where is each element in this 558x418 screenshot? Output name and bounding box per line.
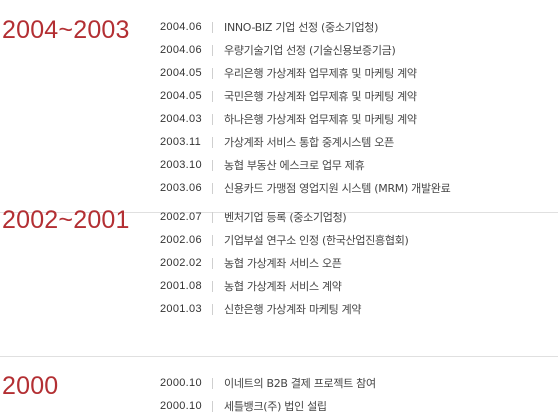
separator [212, 45, 213, 56]
separator [212, 91, 213, 102]
history-text: 우량기술기업 선정 (기술신용보증기금) [224, 44, 396, 57]
section-divider [0, 212, 558, 213]
history-text: 신한은행 가상계좌 마케팅 계약 [224, 303, 362, 316]
history-list: 2004.06 INNO-BIZ 기업 선정 (중소기업청) 2004.06 우… [160, 16, 451, 200]
history-date: 2001.03 [160, 303, 202, 315]
history-text: 가상계좌 서비스 통합 중계시스템 오픈 [224, 136, 394, 149]
history-item: 2000.10 이네트의 B2B 결제 프로젝트 참여 [160, 372, 376, 395]
history-item: 2004.05 우리은행 가상계좌 업무제휴 및 마케팅 계약 [160, 62, 450, 85]
history-date: 2002.02 [160, 257, 202, 269]
separator [212, 258, 213, 269]
history-date: 2003.06 [160, 182, 202, 194]
history-date: 2003.11 [160, 136, 202, 148]
history-text: 기업부설 연구소 인정 (한국산업진흥협회) [224, 234, 409, 247]
history-date: 2002.07 [160, 211, 202, 223]
history-item: 2001.08 농협 가상계좌 서비스 계약 [160, 275, 409, 298]
separator [212, 281, 213, 292]
history-text: 이네트의 B2B 결제 프로젝트 참여 [224, 377, 376, 390]
separator [212, 304, 213, 315]
history-date: 2004.06 [160, 44, 202, 56]
history-text: 농협 부동산 에스크로 업무 제휴 [224, 159, 365, 172]
separator [212, 22, 213, 33]
history-text: 농협 가상계좌 서비스 계약 [224, 280, 342, 293]
separator [212, 212, 213, 223]
history-item: 2003.06 신용카드 가맹점 영업지원 시스템 (MRM) 개발완료 [160, 177, 451, 200]
history-date: 2004.05 [160, 67, 202, 79]
history-date: 2003.10 [160, 159, 202, 171]
year-heading: 2002~2001 [2, 206, 130, 234]
history-item: 2003.10 농협 부동산 에스크로 업무 제휴 [160, 154, 450, 177]
separator [212, 378, 213, 389]
history-item: 2004.06 우량기술기업 선정 (기술신용보증기금) [160, 39, 450, 62]
history-text: 세틀뱅크(주) 법인 설립 [224, 400, 327, 413]
history-text: 벤처기업 등록 (중소기업청) [224, 211, 347, 224]
history-text: 하나은행 가상계좌 업무제휴 및 마케팅 계약 [224, 113, 417, 126]
history-item: 2003.11 가상계좌 서비스 통합 중계시스템 오픈 [160, 131, 450, 154]
history-date: 2002.06 [160, 234, 202, 246]
history-date: 2004.06 [160, 21, 202, 33]
history-date: 2000.10 [160, 377, 202, 389]
year-heading: 2000 [2, 372, 59, 400]
history-date: 2004.03 [160, 113, 202, 125]
history-text: 우리은행 가상계좌 업무제휴 및 마케팅 계약 [224, 67, 417, 80]
separator [212, 401, 213, 412]
history-list: 2002.07 벤처기업 등록 (중소기업청) 2002.06 기업부설 연구소… [160, 206, 409, 321]
history-text: 농협 가상계좌 서비스 오픈 [224, 257, 342, 270]
separator [212, 160, 213, 171]
separator [212, 235, 213, 246]
history-date: 2000.10 [160, 400, 202, 412]
history-text: 신용카드 가맹점 영업지원 시스템 (MRM) 개발완료 [224, 182, 451, 195]
separator [212, 137, 213, 148]
separator [212, 183, 213, 194]
history-text: INNO-BIZ 기업 선정 (중소기업청) [224, 21, 379, 34]
history-item: 2004.06 INNO-BIZ 기업 선정 (중소기업청) [160, 16, 450, 39]
history-date: 2001.08 [160, 280, 202, 292]
separator [212, 114, 213, 125]
history-item: 2001.03 신한은행 가상계좌 마케팅 계약 [160, 298, 409, 321]
history-item: 2000.10 세틀뱅크(주) 법인 설립 [160, 395, 376, 418]
separator [212, 68, 213, 79]
history-text: 국민은행 가상계좌 업무제휴 및 마케팅 계약 [224, 90, 417, 103]
history-item: 2002.06 기업부설 연구소 인정 (한국산업진흥협회) [160, 229, 409, 252]
section-divider [0, 356, 558, 357]
history-item: 2002.07 벤처기업 등록 (중소기업청) [160, 206, 409, 229]
history-item: 2004.05 국민은행 가상계좌 업무제휴 및 마케팅 계약 [160, 85, 450, 108]
year-heading: 2004~2003 [2, 16, 130, 44]
history-date: 2004.05 [160, 90, 202, 102]
history-item: 2004.03 하나은행 가상계좌 업무제휴 및 마케팅 계약 [160, 108, 450, 131]
history-item: 2002.02 농협 가상계좌 서비스 오픈 [160, 252, 409, 275]
history-list: 2000.10 이네트의 B2B 결제 프로젝트 참여 2000.10 세틀뱅크… [160, 372, 376, 418]
